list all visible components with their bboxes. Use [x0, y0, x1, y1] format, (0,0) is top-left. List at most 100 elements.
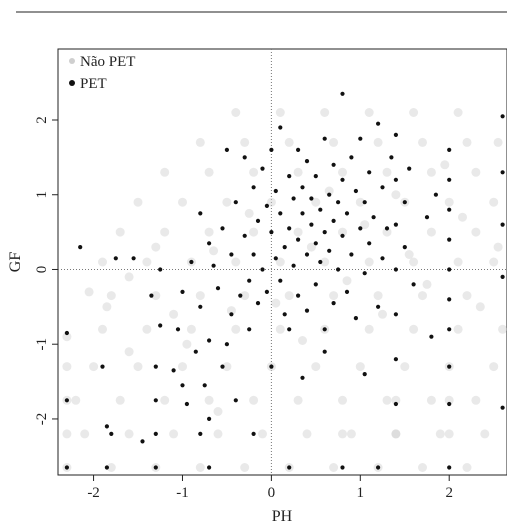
- point-pet: [242, 233, 247, 238]
- point-non-pet: [373, 291, 383, 301]
- point-non-pet: [320, 257, 330, 267]
- point-pet: [447, 177, 452, 182]
- point-pet: [331, 301, 336, 306]
- point-non-pet: [400, 362, 410, 372]
- point-pet: [264, 203, 269, 208]
- legend-label-non-pet: Não PET: [80, 54, 135, 70]
- point-non-pet: [444, 197, 454, 207]
- point-pet: [264, 289, 269, 294]
- point-pet: [224, 147, 229, 152]
- point-pet: [389, 155, 394, 160]
- point-pet: [393, 312, 398, 317]
- point-pet: [380, 185, 385, 190]
- point-pet: [304, 252, 310, 257]
- point-pet: [153, 465, 158, 470]
- point-pet: [376, 304, 381, 309]
- x-axis-title: PH: [272, 508, 293, 525]
- point-non-pet: [409, 324, 419, 334]
- point-pet: [336, 200, 341, 205]
- point-non-pet: [98, 324, 107, 334]
- point-non-pet: [453, 324, 463, 334]
- point-non-pet: [142, 257, 152, 267]
- point-non-pet: [306, 242, 316, 252]
- x-tick-label: 2: [445, 485, 453, 501]
- point-non-pet: [404, 250, 414, 259]
- point-non-pet: [458, 212, 467, 222]
- point-pet: [393, 222, 398, 227]
- point-pet: [313, 174, 318, 179]
- point-non-pet: [124, 272, 134, 282]
- point-pet: [340, 91, 345, 96]
- point-pet: [113, 256, 118, 261]
- point-pet: [318, 259, 323, 265]
- legend-marker-pet: [69, 80, 75, 86]
- point-pet: [220, 364, 225, 369]
- point-pet: [273, 256, 278, 261]
- point-pet: [278, 125, 283, 130]
- point-pet: [153, 364, 158, 369]
- point-non-pet: [204, 227, 214, 237]
- point-non-pet: [186, 324, 196, 334]
- point-non-pet: [284, 291, 294, 301]
- point-pet: [233, 200, 238, 205]
- y-axis-title: GF: [7, 252, 24, 273]
- point-non-pet: [373, 137, 383, 147]
- point-pet: [242, 155, 247, 160]
- point-pet: [198, 211, 203, 216]
- point-non-pet: [249, 395, 259, 405]
- x-tick-label: -2: [87, 485, 100, 501]
- point-pet: [193, 349, 198, 354]
- point-pet: [331, 162, 336, 167]
- point-pet: [247, 278, 252, 283]
- point-pet: [202, 383, 207, 388]
- point-non-pet: [364, 324, 374, 334]
- point-non-pet: [62, 362, 72, 372]
- point-pet: [278, 211, 283, 216]
- point-non-pet: [62, 332, 72, 342]
- point-pet: [131, 256, 136, 261]
- point-non-pet: [320, 108, 330, 117]
- point-non-pet: [266, 197, 276, 207]
- point-non-pet: [142, 324, 152, 334]
- point-pet: [158, 323, 163, 328]
- point-pet: [376, 465, 381, 470]
- point-pet: [336, 267, 341, 272]
- point-non-pet: [106, 291, 116, 301]
- point-pet: [260, 267, 265, 272]
- point-pet: [247, 327, 252, 332]
- point-non-pet: [293, 167, 303, 177]
- point-pet: [184, 401, 189, 407]
- point-pet: [229, 252, 234, 257]
- point-non-pet: [240, 463, 250, 472]
- point-non-pet: [298, 336, 307, 345]
- point-pet: [322, 136, 327, 141]
- point-pet: [407, 166, 412, 171]
- point-non-pet: [462, 291, 472, 301]
- point-pet: [358, 136, 363, 141]
- point-pet: [260, 166, 265, 171]
- point-pet: [371, 215, 376, 220]
- point-non-pet: [364, 108, 374, 117]
- point-pet: [500, 170, 505, 175]
- y-tick-label: -1: [34, 338, 50, 351]
- point-pet: [447, 267, 452, 272]
- point-non-pet: [391, 429, 401, 439]
- point-pet: [447, 465, 452, 470]
- point-non-pet: [360, 220, 370, 230]
- x-tick-label: 0: [268, 485, 276, 501]
- point-non-pet: [182, 339, 192, 349]
- point-pet: [229, 312, 234, 317]
- point-pet: [269, 230, 274, 235]
- point-pet: [393, 132, 398, 137]
- point-non-pet: [329, 291, 339, 301]
- point-non-pet: [275, 257, 285, 267]
- point-non-pet: [244, 208, 254, 218]
- point-non-pet: [89, 362, 99, 372]
- point-non-pet: [84, 287, 94, 297]
- point-pet: [171, 368, 176, 373]
- point-pet: [309, 196, 314, 201]
- point-non-pet: [418, 463, 427, 472]
- point-pet: [349, 155, 354, 160]
- point-non-pet: [204, 395, 214, 405]
- point-pet: [291, 263, 296, 268]
